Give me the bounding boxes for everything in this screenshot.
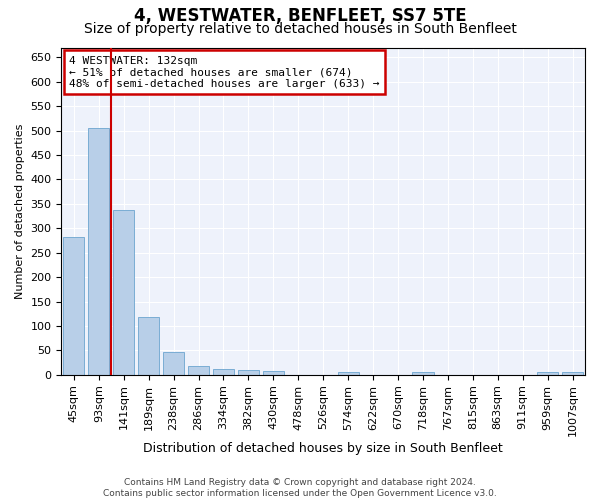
Bar <box>63 236 85 375</box>
Bar <box>412 372 434 375</box>
Text: Size of property relative to detached houses in South Benfleet: Size of property relative to detached ho… <box>83 22 517 36</box>
Text: 4 WESTWATER: 132sqm
← 51% of detached houses are smaller (674)
48% of semi-detac: 4 WESTWATER: 132sqm ← 51% of detached ho… <box>69 56 380 89</box>
Text: 4, WESTWATER, BENFLEET, SS7 5TE: 4, WESTWATER, BENFLEET, SS7 5TE <box>134 8 466 26</box>
Bar <box>163 352 184 375</box>
Bar <box>338 372 359 375</box>
Text: Contains HM Land Registry data © Crown copyright and database right 2024.
Contai: Contains HM Land Registry data © Crown c… <box>103 478 497 498</box>
Bar <box>537 372 558 375</box>
Y-axis label: Number of detached properties: Number of detached properties <box>15 124 25 299</box>
Bar <box>238 370 259 375</box>
Bar <box>113 210 134 375</box>
Bar <box>263 372 284 375</box>
X-axis label: Distribution of detached houses by size in South Benfleet: Distribution of detached houses by size … <box>143 442 503 455</box>
Bar <box>188 366 209 375</box>
Bar <box>88 128 109 375</box>
Bar <box>562 372 583 375</box>
Bar <box>213 369 234 375</box>
Bar <box>138 316 159 375</box>
